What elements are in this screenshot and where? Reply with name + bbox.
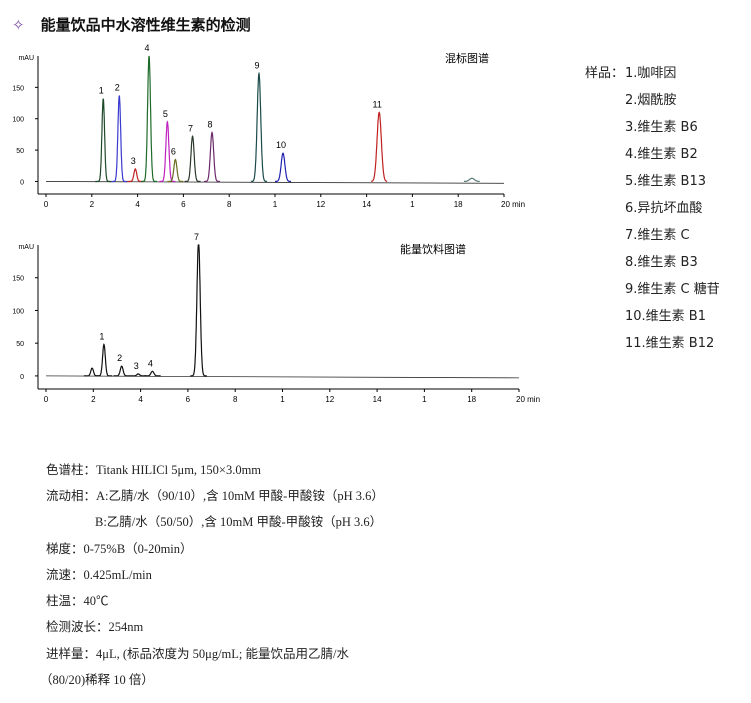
baseline <box>45 375 520 379</box>
peak-1 <box>95 98 112 183</box>
peak-label: 10 <box>276 140 286 150</box>
x-tick-label: 4 <box>138 395 143 404</box>
condition-column: 色谱柱：Titank HILICl 5μm, 150×3.0mm <box>46 463 262 477</box>
peak-7 <box>184 134 201 183</box>
legend-item: 3.维生素 B6 <box>625 120 698 135</box>
legend-item: 4.维生素 B2 <box>625 147 698 162</box>
x-tick-label: 14 <box>373 395 382 404</box>
condition-wavelength: 检测波长：254nm <box>46 620 144 634</box>
peak-3 <box>130 373 147 377</box>
x-tick-label: 14 <box>362 200 371 209</box>
x-tick-label: 20 min <box>516 395 540 404</box>
peak-label: 3 <box>134 361 139 371</box>
x-tick-label: 0 <box>44 200 49 209</box>
legend-item: 2.烟酰胺 <box>625 93 677 108</box>
condition-mobile-phase-a: 流动相：A:乙腈/水（90/10）,含 10mM 甲酸-甲酸铵（pH 3.6） <box>46 489 384 503</box>
peak-label: 7 <box>188 123 193 133</box>
peak-label: 2 <box>115 83 120 93</box>
legend-item: 10.维生素 B1 <box>625 309 706 324</box>
peak-7 <box>190 244 207 377</box>
peak-label: 1 <box>99 86 104 96</box>
x-tick-label: 8 <box>233 395 238 404</box>
y-tick-label: 100 <box>12 117 24 124</box>
y-axis-label: mAU <box>18 55 34 62</box>
y-tick-label: 150 <box>12 85 24 92</box>
y-tick-label: 100 <box>12 308 24 315</box>
chart-title: 混标图谱 <box>445 51 489 65</box>
x-tick-label: 12 <box>325 395 334 404</box>
baseline <box>45 181 505 184</box>
legend-head: 样品： <box>585 66 625 81</box>
peak-4 <box>141 55 158 183</box>
peak-minor <box>463 177 480 182</box>
peak-label: 1 <box>99 331 104 341</box>
title-text: 能量饮品中水溶性维生素的检测 <box>40 16 251 34</box>
legend-item: 6.异抗坏血酸 <box>625 201 703 216</box>
peak-10 <box>275 152 292 183</box>
page-title: ✧ 能量饮品中水溶性维生素的检测 <box>12 14 251 35</box>
x-tick-label: 2 <box>90 200 95 209</box>
y-tick-label: 150 <box>12 276 24 283</box>
peak-label: 9 <box>254 61 259 71</box>
peak-minor <box>83 367 101 377</box>
peak-label: 2 <box>117 353 122 363</box>
x-tick-label: 8 <box>227 200 232 209</box>
x-tick-label: 20 min <box>501 200 525 209</box>
y-tick-label: 50 <box>16 341 24 348</box>
peak-2 <box>111 95 128 183</box>
x-tick-label: 1 <box>280 395 285 404</box>
condition-gradient: 梯度：0-75%B（0-20min） <box>46 542 193 556</box>
peak-label: 3 <box>131 156 136 166</box>
peak-label: 5 <box>163 109 168 119</box>
peak-2 <box>113 365 130 377</box>
legend-item: 7.维生素 C <box>625 228 690 243</box>
x-tick-label: 1 <box>273 200 278 209</box>
peak-8 <box>204 131 220 183</box>
peak-3 <box>127 168 144 183</box>
x-tick-label: 6 <box>186 395 191 404</box>
peak-5 <box>159 120 176 183</box>
peak-label: 11 <box>373 99 382 109</box>
y-tick-label: 0 <box>20 374 24 381</box>
x-tick-label: 18 <box>467 395 476 404</box>
x-tick-label: 6 <box>181 200 186 209</box>
x-tick-label: 1 <box>422 395 427 404</box>
y-tick-label: 0 <box>20 179 24 186</box>
x-tick-label: 0 <box>44 395 49 404</box>
legend-item: 8.维生素 B3 <box>625 255 698 270</box>
condition-temperature: 柱温：40℃ <box>46 594 109 608</box>
peak-label: 4 <box>148 358 153 368</box>
x-tick-label: 1 <box>410 200 415 209</box>
condition-flow-rate: 流速：0.425mL/min <box>46 568 152 582</box>
sparkle-icon: ✧ <box>12 16 25 34</box>
x-tick-label: 12 <box>316 200 325 209</box>
chart-title: 能量饮料图谱 <box>400 242 466 256</box>
condition-dilution: （80/20)稀释 10 倍） <box>40 673 154 687</box>
peak-4 <box>144 370 161 377</box>
y-axis-label: mAU <box>18 244 34 251</box>
peak-11 <box>371 111 388 182</box>
condition-injection: 进样量：4μL, (标品浓度为 50μg/mL; 能量饮品用乙腈/水 <box>46 647 349 661</box>
peak-6 <box>167 158 184 183</box>
peak-1 <box>95 343 113 377</box>
legend-item: 5.维生素 B13 <box>625 174 706 189</box>
peak-label: 4 <box>145 43 150 53</box>
y-tick-label: 50 <box>16 148 24 155</box>
peak-9 <box>250 71 268 183</box>
x-tick-label: 2 <box>91 395 96 404</box>
condition-mobile-phase-b: B:乙腈/水（50/50）,含 10mM 甲酸-甲酸铵（pH 3.6） <box>95 515 383 529</box>
peak-label: 6 <box>171 147 176 157</box>
legend-item: 11.维生素 B12 <box>625 336 715 351</box>
legend-item: 9.维生素 C 糖苷 <box>625 282 720 297</box>
peak-label: 7 <box>194 232 199 242</box>
x-tick-label: 18 <box>454 200 463 209</box>
peak-label: 8 <box>208 120 213 130</box>
legend-item: 1.咖啡因 <box>625 66 677 81</box>
x-tick-label: 4 <box>135 200 140 209</box>
